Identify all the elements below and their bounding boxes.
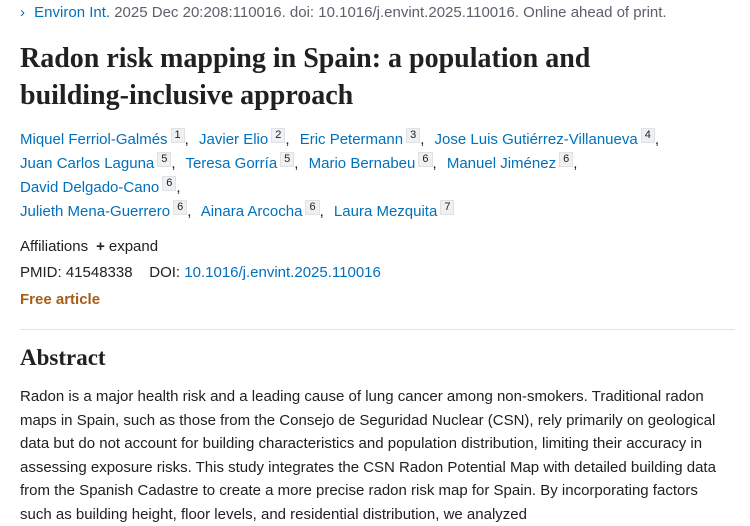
- author: Julieth Mena-Guerrero 6,: [20, 200, 197, 220]
- expand-toggle[interactable]: expand: [108, 238, 159, 255]
- separator: ,: [294, 155, 299, 172]
- author: Teresa Gorría 5,: [185, 152, 304, 172]
- affiliation-number[interactable]: 6: [162, 176, 177, 191]
- pmid: 41548338: [65, 264, 133, 281]
- doi-label: DOI:: [149, 264, 181, 281]
- author-list: Miquel Ferriol-Galmés 1, Javier Elio 2, Er…: [20, 128, 740, 224]
- author: Laura Mezquita 7: [333, 200, 455, 220]
- author-link[interactable]: Eric Petermann: [299, 131, 404, 148]
- affiliation-number[interactable]: 1: [170, 128, 185, 143]
- citation-details: 2025 Dec 20:208:110016. doi: 10.1016/j.e…: [114, 4, 667, 21]
- separator: ,: [176, 179, 181, 196]
- affiliations-row: Affiliations + expand: [20, 236, 735, 258]
- author: David Delgado-Cano 6,: [20, 176, 187, 196]
- author: Juan Carlos Laguna 5,: [20, 152, 182, 172]
- separator: ,: [573, 155, 578, 172]
- separator: ,: [654, 131, 659, 148]
- author-link[interactable]: Ainara Arcocha: [200, 203, 303, 220]
- separator: ,: [319, 203, 324, 220]
- author: Mario Bernabeu 6,: [308, 152, 443, 172]
- abstract-text: Radon is a major health risk and a leadi…: [20, 388, 716, 523]
- abstract-heading: Abstract: [20, 345, 106, 370]
- article-title: Radon risk mapping in Spain: a populatio…: [20, 43, 591, 111]
- author-link[interactable]: Juan Carlos Laguna: [20, 155, 155, 172]
- author: Jose Luis Gutiérrez-Villanueva 4,: [434, 128, 665, 148]
- author-link[interactable]: Manuel Jiménez: [446, 155, 557, 172]
- separator: ,: [184, 131, 189, 148]
- affiliation-number[interactable]: 7: [440, 200, 455, 215]
- separator: ,: [432, 155, 437, 172]
- affiliation-number[interactable]: 6: [305, 200, 320, 215]
- author-link[interactable]: Jose Luis Gutiérrez-Villanueva: [434, 131, 638, 148]
- expand-icon[interactable]: +: [96, 238, 105, 255]
- page-body: › Environ Int. 2025 Dec 20:208:110016. d…: [20, 4, 735, 523]
- author-link[interactable]: David Delgado-Cano: [20, 179, 160, 196]
- author-link[interactable]: Laura Mezquita: [333, 203, 438, 220]
- affiliation-number[interactable]: 5: [157, 152, 172, 167]
- chevron-icon: ›: [20, 4, 25, 21]
- affiliations-label: Affiliations: [20, 238, 89, 255]
- affiliation-number[interactable]: 6: [559, 152, 574, 167]
- citation: › Environ Int. 2025 Dec 20:208:110016. d…: [20, 2, 735, 24]
- author-link[interactable]: Julieth Mena-Guerrero: [20, 203, 171, 220]
- author: Miquel Ferriol-Galmés 1,: [20, 128, 195, 148]
- separator: ,: [285, 131, 290, 148]
- divider: [20, 329, 735, 330]
- page: {"citation": {"journal": "Environ Int.",…: [20, 4, 735, 523]
- pmid-label: PMID:: [20, 264, 62, 281]
- author: Ainara Arcocha 6,: [200, 200, 330, 220]
- author: Manuel Jiménez 6,: [446, 152, 584, 172]
- article-header: › Environ Int. 2025 Dec 20:208:110016. d…: [20, 0, 735, 526]
- author-link[interactable]: Mario Bernabeu: [308, 155, 416, 172]
- author-link[interactable]: Miquel Ferriol-Galmés: [20, 131, 168, 148]
- author-link[interactable]: Javier Elio: [199, 131, 269, 148]
- free-article: Free article: [20, 291, 101, 308]
- ids-row: PMID: 41548338 DOI: 10.1016/j.envint.202…: [20, 262, 735, 284]
- journal-link[interactable]: Environ Int.: [34, 4, 111, 21]
- affiliation-number[interactable]: 5: [280, 152, 295, 167]
- affiliation-number[interactable]: 4: [640, 128, 655, 143]
- author: Eric Petermann 3,: [299, 128, 431, 148]
- separator: ,: [187, 203, 192, 220]
- affiliation-number[interactable]: 2: [271, 128, 286, 143]
- author: Javier Elio 2,: [199, 128, 296, 148]
- affiliation-number[interactable]: 3: [406, 128, 421, 143]
- separator: ,: [171, 155, 176, 172]
- author-link[interactable]: Teresa Gorría: [185, 155, 278, 172]
- doi-link[interactable]: 10.1016/j.envint.2025.110016: [184, 264, 381, 281]
- separator: ,: [420, 131, 425, 148]
- affiliation-number[interactable]: 6: [418, 152, 433, 167]
- affiliation-number[interactable]: 6: [173, 200, 188, 215]
